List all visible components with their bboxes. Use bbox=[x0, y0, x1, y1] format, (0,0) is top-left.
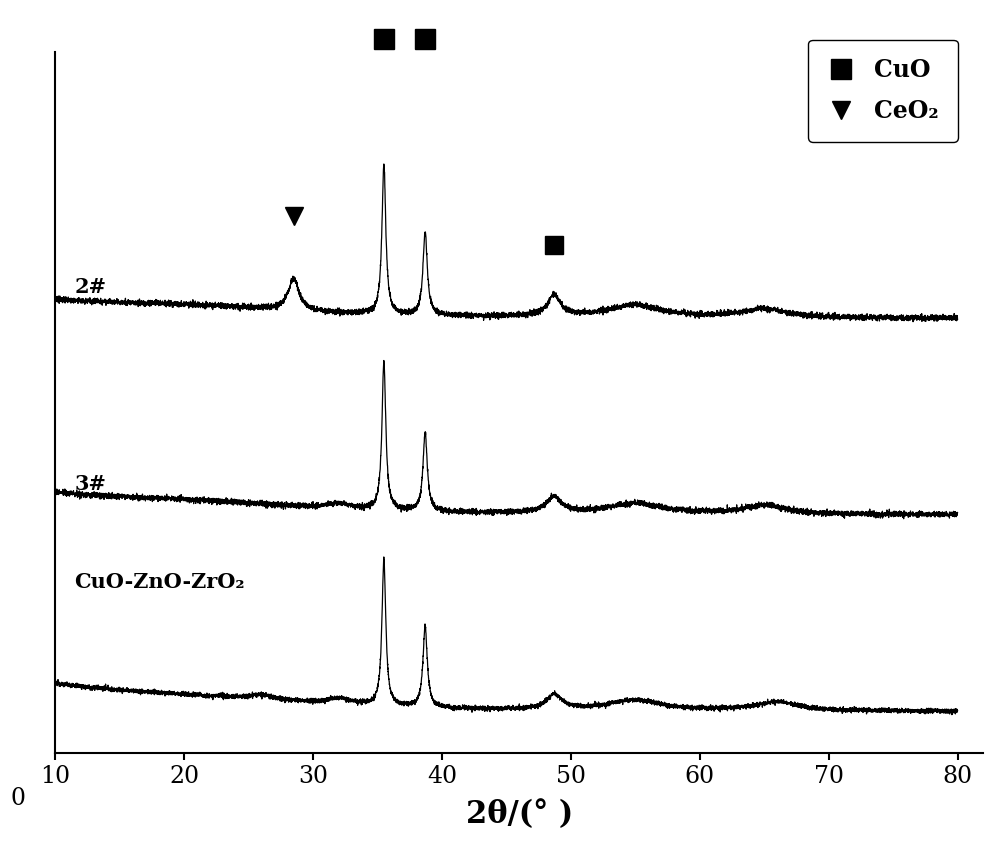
Legend: CuO, CeO₂: CuO, CeO₂ bbox=[808, 40, 958, 141]
Text: 0: 0 bbox=[11, 787, 26, 810]
Text: CuO-ZnO-ZrO₂: CuO-ZnO-ZrO₂ bbox=[75, 572, 245, 592]
X-axis label: 2θ/(° ): 2θ/(° ) bbox=[466, 800, 573, 830]
Text: 2#: 2# bbox=[75, 277, 107, 297]
Text: 3#: 3# bbox=[75, 473, 106, 494]
